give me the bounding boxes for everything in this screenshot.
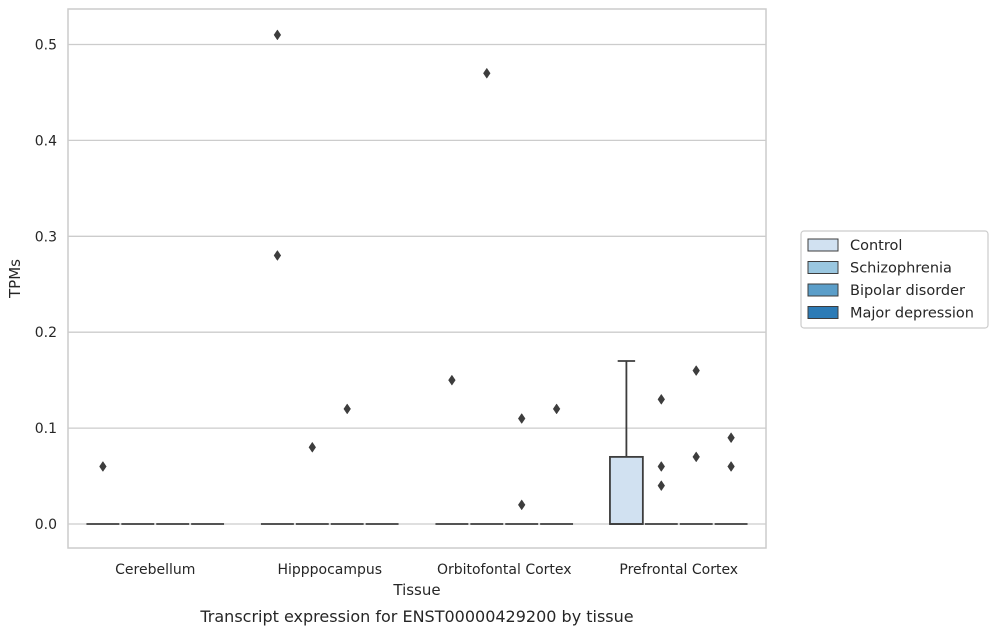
outlier-point <box>517 499 526 511</box>
outlier-point <box>657 461 666 472</box>
x-tick-label: Cerebellum <box>115 562 195 578</box>
plot-area-frame <box>67 8 767 549</box>
outlier-point <box>727 461 735 472</box>
legend-label: Major depression <box>850 306 974 322</box>
y-tick-label: 0.5 <box>35 37 57 53</box>
x-tick-label: Prefrontal Cortex <box>619 562 738 578</box>
outlier-point <box>343 403 351 415</box>
y-tick-label: 0.0 <box>35 517 57 533</box>
outlier-point <box>308 441 317 453</box>
box-layer <box>86 360 748 525</box>
outlier-layer <box>99 29 735 511</box>
y-axis-ticks: 0.0 0.1 0.2 0.3 0.4 0.5 <box>35 37 57 533</box>
outlier-point <box>657 393 666 405</box>
outlier-point <box>448 374 456 386</box>
outlier-point <box>99 461 107 472</box>
legend-swatch <box>807 238 839 252</box>
legend-frame <box>800 230 989 329</box>
y-tick-label: 0.4 <box>35 133 57 149</box>
y-tick-label: 0.2 <box>35 325 57 341</box>
x-axis-label: Tissue <box>392 581 440 599</box>
legend: Control Schizophrenia Bipolar disorder Majo… <box>800 230 989 329</box>
y-tick-label: 0.1 <box>35 421 57 437</box>
legend-label: Schizophrenia <box>850 261 952 277</box>
outlier-point <box>692 451 700 463</box>
outlier-point <box>692 365 700 377</box>
y-axis-label: TPMs <box>6 259 24 299</box>
outlier-point <box>273 29 282 41</box>
outlier-point <box>273 250 282 261</box>
outlier-point <box>552 403 561 415</box>
legend-swatch <box>807 283 839 297</box>
legend-swatch <box>807 306 839 319</box>
outlier-point <box>483 67 491 79</box>
x-tick-label: Hipppocampus <box>277 562 382 578</box>
box <box>609 360 644 525</box>
box-body <box>609 455 644 525</box>
legend-label: Bipolar disorder <box>850 283 965 299</box>
x-axis-ticks: Cerebellum Hipppocampus Orbitofontal Corte… <box>115 562 738 578</box>
y-tick-label: 0.3 <box>35 229 57 245</box>
legend-swatch <box>807 261 839 274</box>
outlier-point <box>517 413 526 424</box>
outlier-point <box>657 480 666 492</box>
x-tick-label: Orbitofontal Cortex <box>437 562 572 578</box>
gridlines <box>68 43 766 525</box>
legend-label: Control <box>850 238 902 254</box>
outlier-point <box>727 432 735 444</box>
chart-caption: Transcript expression for ENST0000042920… <box>199 607 633 626</box>
